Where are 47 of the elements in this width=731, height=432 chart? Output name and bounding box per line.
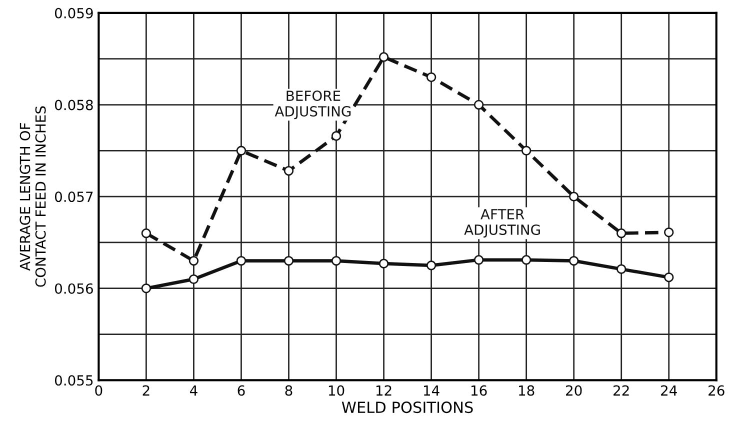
- point: [426, 72, 436, 82]
- point: [378, 52, 389, 62]
- point: [568, 192, 579, 202]
- x-tick-label: 12: [376, 385, 392, 396]
- point: [664, 228, 674, 238]
- point: [236, 146, 246, 156]
- x-tick-label: 20: [566, 385, 582, 396]
- y-axis-title: AVERAGE LENGTH OF CONTACT FEED IN INCHES: [20, 106, 46, 287]
- point: [474, 255, 484, 265]
- x-tick-label: 14: [424, 385, 440, 396]
- point: [664, 272, 674, 282]
- x-axis-title: WELD POSITIONS: [342, 402, 473, 414]
- x-tick-label: 6: [238, 385, 245, 396]
- x-tick-label: 16: [471, 385, 487, 396]
- x-tick-label: 24: [661, 385, 677, 396]
- point: [141, 284, 152, 294]
- point: [378, 258, 389, 268]
- point: [568, 256, 579, 266]
- x-tick-label: 2: [142, 385, 150, 396]
- point: [521, 146, 532, 156]
- point: [331, 256, 342, 266]
- point: [616, 264, 626, 274]
- y-tick-label: 0.056: [54, 283, 93, 294]
- point: [521, 255, 532, 265]
- x-tick-label: 10: [328, 385, 344, 396]
- x-tick-label: 18: [519, 385, 534, 396]
- y-tick-label: 0.055: [54, 375, 93, 386]
- point: [236, 256, 246, 266]
- series-label: BEFORE ADJUSTING: [274, 90, 351, 120]
- point: [616, 228, 626, 238]
- x-tick-label: 4: [190, 385, 198, 396]
- point: [284, 256, 294, 266]
- x-tick-label: 0: [95, 385, 102, 396]
- x-tick-label: 26: [708, 385, 724, 396]
- point: [188, 256, 199, 266]
- x-tick-label: 22: [614, 385, 629, 396]
- y-tick-label: 0.058: [54, 100, 93, 110]
- point: [474, 100, 484, 110]
- y-tick-label: 0.057: [54, 192, 93, 202]
- series-label: AFTER ADJUSTING: [464, 209, 540, 238]
- point: [188, 274, 199, 284]
- point: [284, 166, 294, 176]
- x-tick-label: 8: [285, 385, 292, 396]
- point: [141, 228, 152, 238]
- point: [426, 260, 436, 270]
- y-tick-label: 0.059: [54, 8, 93, 18]
- point: [331, 131, 342, 141]
